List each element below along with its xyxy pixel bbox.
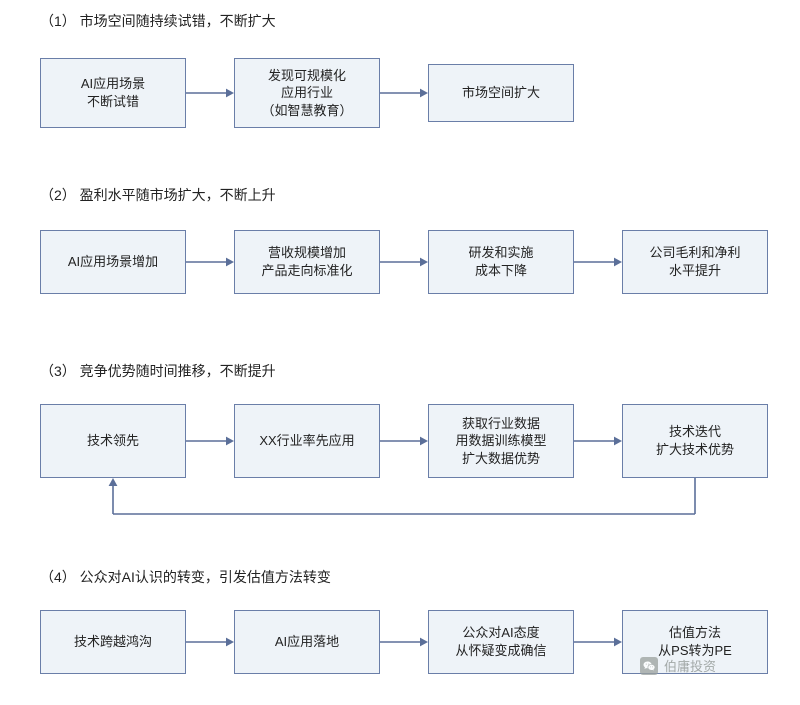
watermark: 伯庸投资 — [640, 656, 716, 675]
node-b2b: 营收规模增加 产品走向标准化 — [234, 230, 380, 294]
node-b4a: 技术跨越鸿沟 — [40, 610, 186, 674]
node-b1b: 发现可规模化 应用行业 （如智慧教育） — [234, 58, 380, 128]
node-b1c: 市场空间扩大 — [428, 64, 574, 122]
section-title-4: （4） 公众对AI认识的转变，引发估值方法转变 — [40, 568, 331, 588]
node-b2c: 研发和实施 成本下降 — [428, 230, 574, 294]
diagram-page: （1） 市场空间随持续试错，不断扩大 （2） 盈利水平随市场扩大，不断上升 （3… — [0, 0, 800, 705]
wechat-icon — [640, 657, 658, 675]
section-title-2: （2） 盈利水平随市场扩大，不断上升 — [40, 186, 276, 206]
watermark-text: 伯庸投资 — [664, 656, 716, 675]
node-b3b: XX行业率先应用 — [234, 404, 380, 478]
node-b4c: 公众对AI态度 从怀疑变成确信 — [428, 610, 574, 674]
node-b2a: AI应用场景增加 — [40, 230, 186, 294]
node-b3c: 获取行业数据 用数据训练模型 扩大数据优势 — [428, 404, 574, 478]
section-title-3: （3） 竞争优势随时间推移，不断提升 — [40, 362, 276, 382]
node-b3a: 技术领先 — [40, 404, 186, 478]
section-title-1: （1） 市场空间随持续试错，不断扩大 — [40, 12, 276, 32]
node-b1a: AI应用场景 不断试错 — [40, 58, 186, 128]
node-b4b: AI应用落地 — [234, 610, 380, 674]
node-b3d: 技术迭代 扩大技术优势 — [622, 404, 768, 478]
node-b2d: 公司毛利和净利 水平提升 — [622, 230, 768, 294]
